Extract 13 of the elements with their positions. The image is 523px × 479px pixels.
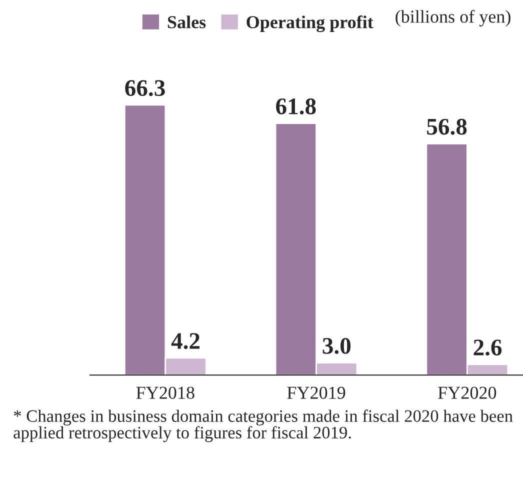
text: * Changes in business domain categories made in fiscal 2020 have been applied retrospectively to figures for fiscal 2019. — [14, 410, 513, 442]
text: (billions of yen) — [396, 10, 510, 27]
legend-label: Sales — [168, 16, 206, 28]
data-label: 4.2 — [171, 333, 200, 350]
legend-label: Operating profit — [246, 15, 374, 32]
data-label: 66.3 — [125, 80, 165, 96]
x-tick-label: FY2020 — [438, 386, 496, 399]
x-tick-label: FY2018 — [136, 386, 194, 399]
data-label: 2.6 — [474, 340, 502, 356]
x-tick-label: FY2019 — [287, 386, 346, 399]
data-label: 3.0 — [322, 338, 351, 354]
data-label: 56.8 — [427, 118, 467, 135]
data-label: 61.8 — [276, 98, 316, 114]
